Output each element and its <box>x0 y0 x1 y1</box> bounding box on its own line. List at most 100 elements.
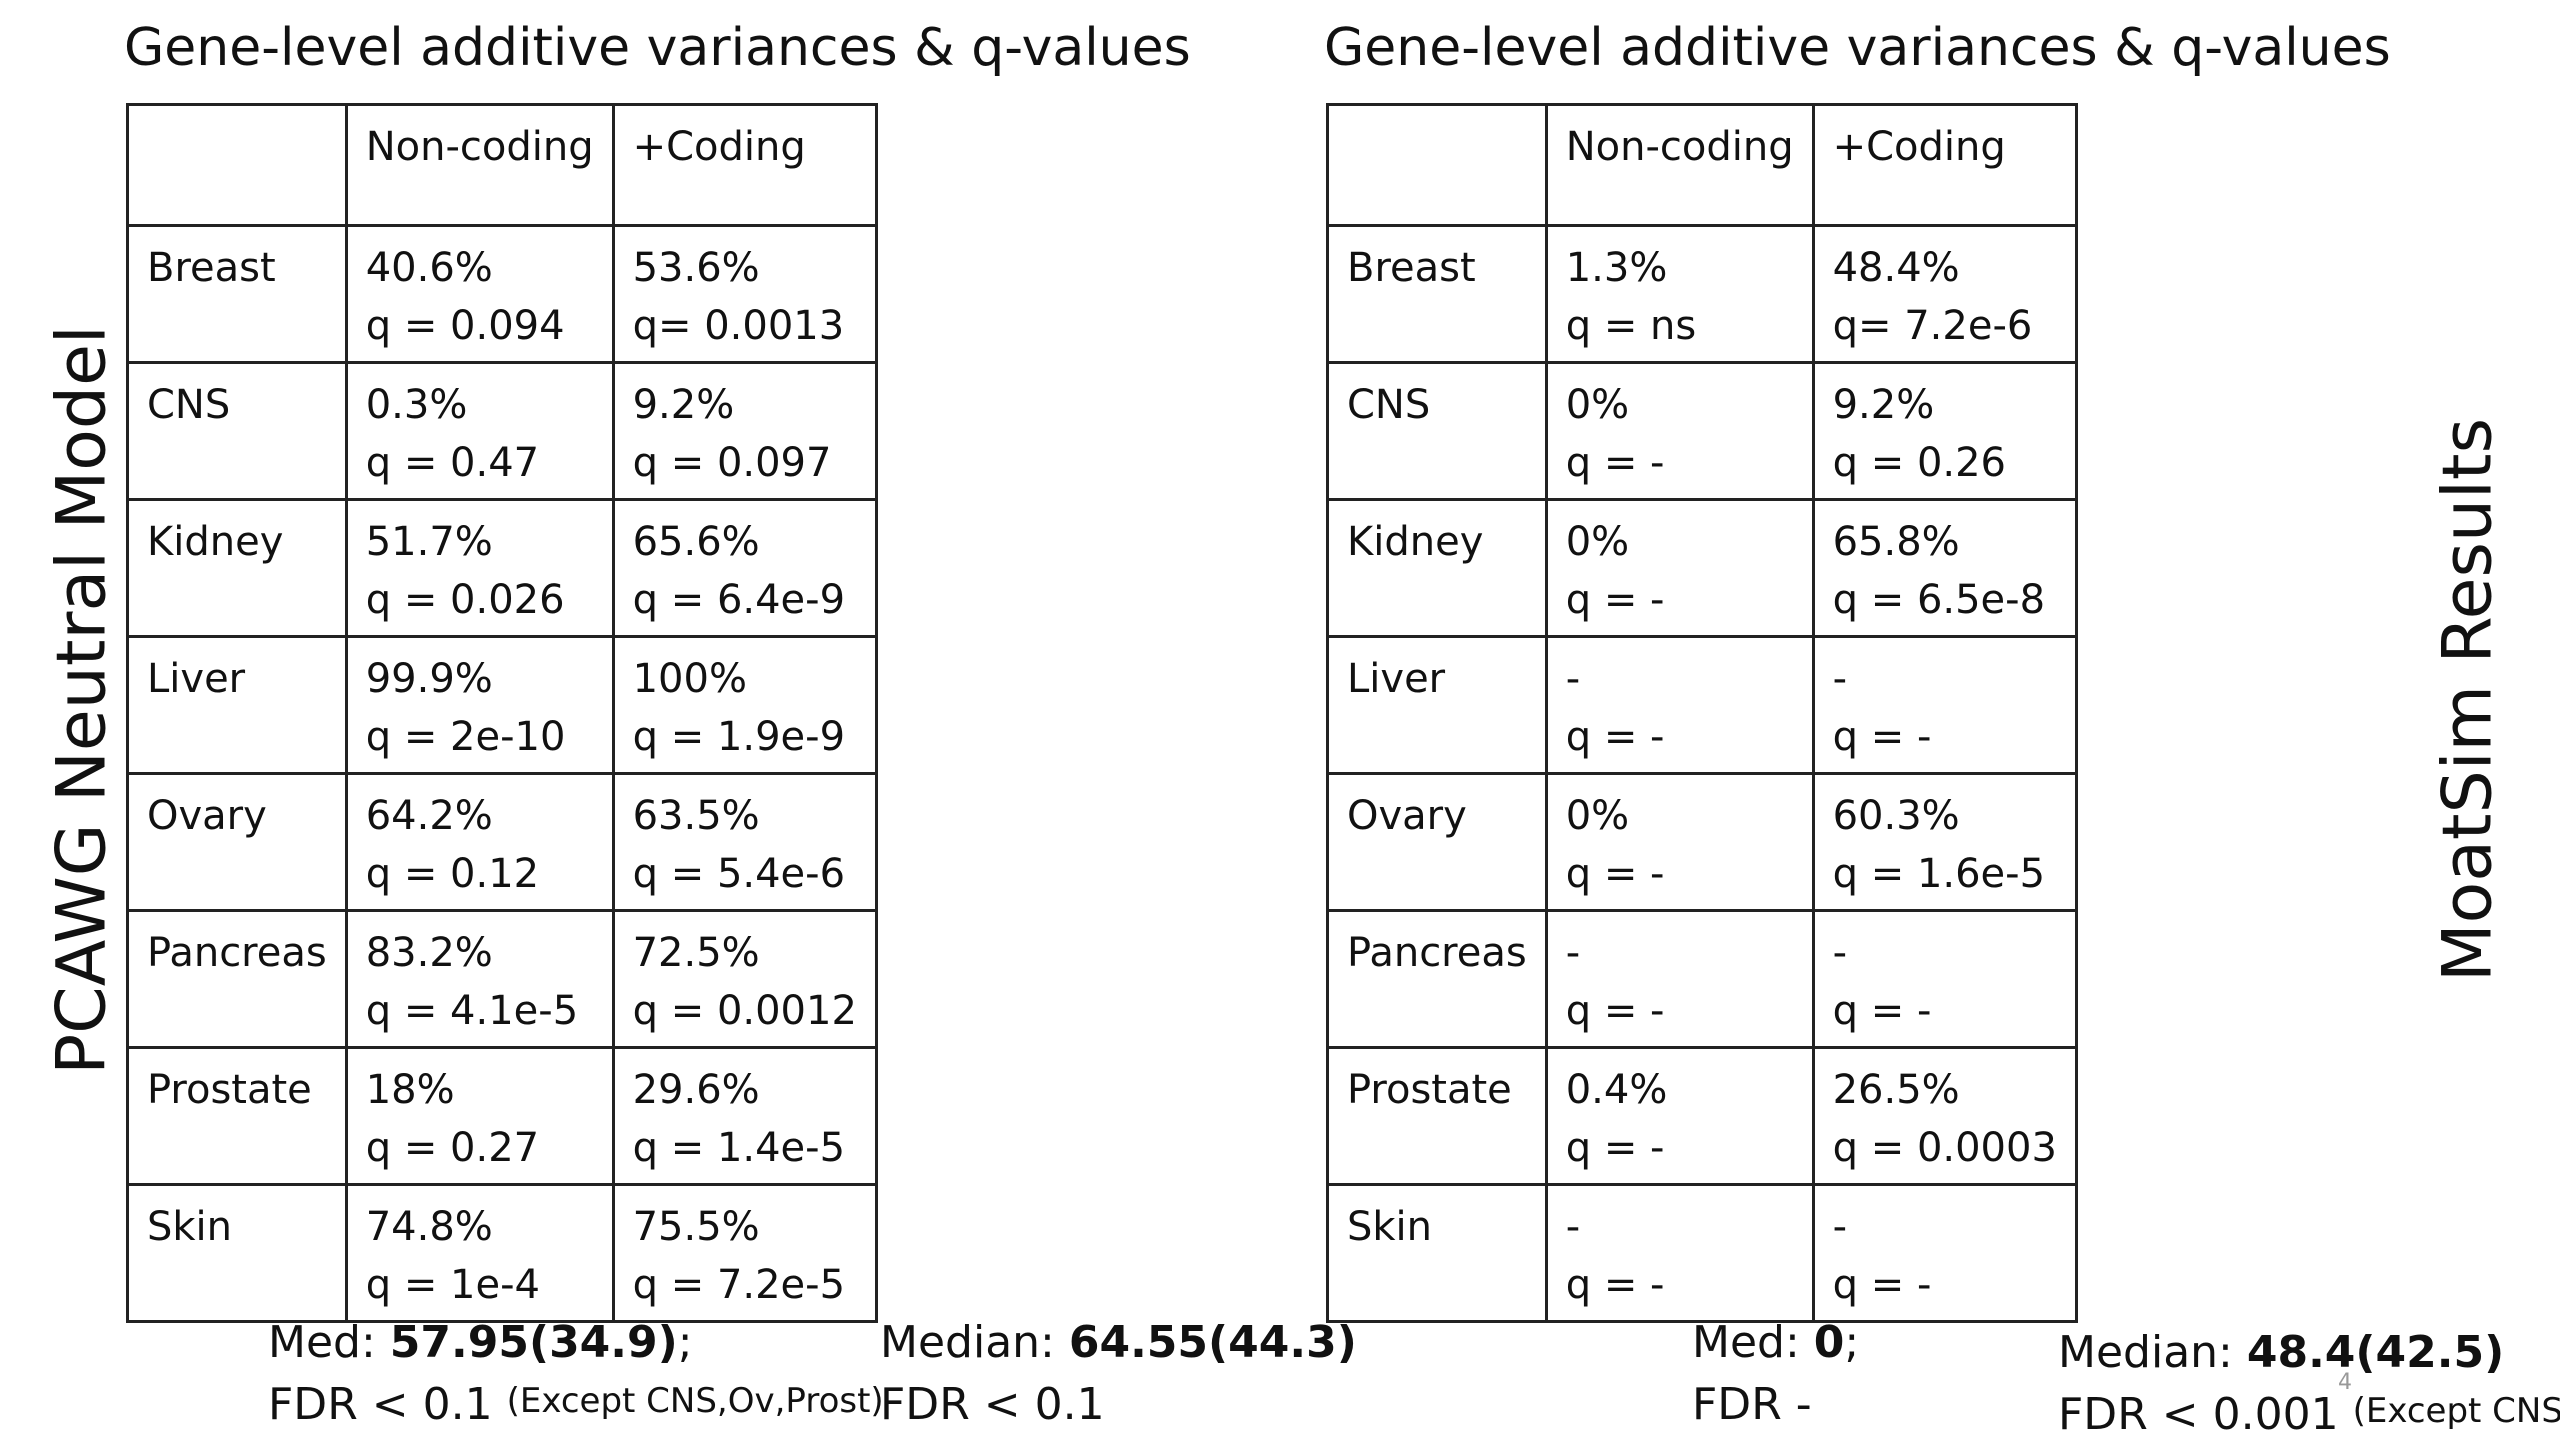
q-value: q = 7.2e-5 <box>632 1262 846 1308</box>
pct-value: 65.6% <box>632 519 760 565</box>
coding-cell: 65.8% q = 6.5e-8 <box>1811 498 2078 638</box>
coding-cell: - q = - <box>1811 1183 2078 1323</box>
pct-value: 0% <box>1565 382 1630 428</box>
noncoding-cell: 64.2% q = 0.12 <box>344 772 615 912</box>
pct-value: 0.4% <box>1565 1067 1668 1113</box>
tissue-cell: Ovary <box>126 772 348 912</box>
right-table: Non-coding +Coding Breast 1.3% q = ns 48.… <box>1326 103 2078 1323</box>
tissue-cell: Kidney <box>126 498 348 638</box>
pct-value: 99.9% <box>365 656 493 702</box>
noncoding-cell: 51.7% q = 0.026 <box>344 498 615 638</box>
pct-value: - <box>1832 656 1848 702</box>
summary-label: Med: <box>268 1317 390 1368</box>
q-value: q = 0.026 <box>365 577 565 623</box>
left-table: Non-coding +Coding Breast 40.6% q = 0.094… <box>126 103 878 1323</box>
tissue-cell: Skin <box>1326 1183 1548 1323</box>
noncoding-cell: 0.4% q = - <box>1544 1046 1815 1186</box>
pct-value: 0% <box>1565 793 1630 839</box>
q-value: q= 7.2e-6 <box>1832 303 2033 349</box>
header-cell-empty <box>126 103 348 227</box>
summary-fdr: FDR < 0.1 <box>880 1379 1105 1430</box>
q-value: q = 0.27 <box>365 1125 540 1171</box>
noncoding-cell: 40.6% q = 0.094 <box>344 224 615 364</box>
q-value: q = - <box>1565 440 1665 486</box>
q-value: q = 0.0003 <box>1832 1125 2057 1171</box>
pct-value: - <box>1565 656 1581 702</box>
pct-value: 0% <box>1565 519 1630 565</box>
table-header-row: Non-coding +Coding <box>126 103 878 227</box>
pct-value: - <box>1565 930 1581 976</box>
coding-cell: 60.3% q = 1.6e-5 <box>1811 772 2078 912</box>
tissue-cell: Prostate <box>126 1046 348 1186</box>
pct-value: - <box>1832 930 1848 976</box>
summary-value: 57.95(34.9) <box>389 1317 678 1368</box>
noncoding-cell: 1.3% q = ns <box>1544 224 1815 364</box>
pct-value: 18% <box>365 1067 455 1113</box>
summary-value: 0 <box>1813 1317 1845 1368</box>
noncoding-cell: 0% q = - <box>1544 498 1815 638</box>
table-row: Prostate 0.4% q = - 26.5% q = 0.0003 <box>1326 1046 2078 1186</box>
q-value: q = 5.4e-6 <box>632 851 846 897</box>
page-number: 4 <box>2338 1370 2352 1395</box>
table-row: Pancreas - q = - - q = - <box>1326 909 2078 1049</box>
q-value: q = 1.4e-5 <box>632 1125 846 1171</box>
table-row: CNS 0.3% q = 0.47 9.2% q = 0.097 <box>126 361 878 501</box>
table-row: Pancreas 83.2% q = 4.1e-5 72.5% q = 0.0012 <box>126 909 878 1049</box>
noncoding-cell: 74.8% q = 1e-4 <box>344 1183 615 1323</box>
table-row: Ovary 0% q = - 60.3% q = 1.6e-5 <box>1326 772 2078 912</box>
summary-value: 48.4(42.5) <box>2246 1327 2505 1378</box>
summary-value: 64.55(44.3) <box>1068 1317 1357 1368</box>
tissue-cell: Breast <box>1326 224 1548 364</box>
coding-cell: 63.5% q = 5.4e-6 <box>611 772 878 912</box>
pct-value: 26.5% <box>1832 1067 1960 1113</box>
q-value: q = - <box>1832 1262 1932 1308</box>
pct-value: 72.5% <box>632 930 760 976</box>
pct-value: 48.4% <box>1832 245 1960 291</box>
summary-note: (Except CNS,Ov,Prost) <box>506 1381 884 1421</box>
coding-cell: 72.5% q = 0.0012 <box>611 909 878 1049</box>
pct-value: 53.6% <box>632 245 760 291</box>
summary-fdr: FDR < 0.001 <box>2058 1389 2339 1440</box>
table-row: Breast 1.3% q = ns 48.4% q= 7.2e-6 <box>1326 224 2078 364</box>
header-cell-noncoding: Non-coding <box>1544 103 1815 227</box>
noncoding-cell: 18% q = 0.27 <box>344 1046 615 1186</box>
q-value: q = 1.6e-5 <box>1832 851 2046 897</box>
q-value: q = 0.26 <box>1832 440 2007 486</box>
q-value: q = 1.9e-9 <box>632 714 846 760</box>
pct-value: 1.3% <box>1565 245 1668 291</box>
q-value: q = 6.5e-8 <box>1832 577 2046 623</box>
table-row: Ovary 64.2% q = 0.12 63.5% q = 5.4e-6 <box>126 772 878 912</box>
coding-cell: 9.2% q = 0.097 <box>611 361 878 501</box>
header-cell-empty <box>1326 103 1548 227</box>
pct-value: 83.2% <box>365 930 493 976</box>
tissue-cell: CNS <box>1326 361 1548 501</box>
noncoding-cell: 0% q = - <box>1544 361 1815 501</box>
summary-suffix: ; <box>1844 1317 1860 1368</box>
tissue-cell: CNS <box>126 361 348 501</box>
q-value: q = 1e-4 <box>365 1262 540 1308</box>
q-value: q = 6.4e-9 <box>632 577 846 623</box>
q-value: q = - <box>1565 1262 1665 1308</box>
coding-cell: 65.6% q = 6.4e-9 <box>611 498 878 638</box>
q-value: q = - <box>1565 851 1665 897</box>
table-row: Liver 99.9% q = 2e-10 100% q = 1.9e-9 <box>126 635 878 775</box>
right-side-label: MoatSim Results <box>2428 417 2508 983</box>
right-noncoding-summary: Med: 0; FDR - <box>1692 1312 1859 1436</box>
q-value: q = 0.094 <box>365 303 565 349</box>
right-coding-summary: Median: 48.4(42.5) FDR < 0.001 (Except C… <box>2058 1322 2560 1446</box>
summary-label: Median: <box>2058 1327 2247 1378</box>
summary-fdr: FDR < 0.1 <box>268 1379 493 1430</box>
table-row: Kidney 51.7% q = 0.026 65.6% q = 6.4e-9 <box>126 498 878 638</box>
coding-cell: 100% q = 1.9e-9 <box>611 635 878 775</box>
pct-value: 9.2% <box>1832 382 1935 428</box>
tissue-cell: Liver <box>1326 635 1548 775</box>
q-value: q = - <box>1832 714 1932 760</box>
left-side-label: PCAWG Neutral Model <box>42 325 122 1075</box>
coding-cell: - q = - <box>1811 635 2078 775</box>
tissue-cell: Liver <box>126 635 348 775</box>
tissue-cell: Pancreas <box>1326 909 1548 1049</box>
coding-cell: 29.6% q = 1.4e-5 <box>611 1046 878 1186</box>
noncoding-cell: - q = - <box>1544 635 1815 775</box>
pct-value: 63.5% <box>632 793 760 839</box>
noncoding-cell: - q = - <box>1544 1183 1815 1323</box>
